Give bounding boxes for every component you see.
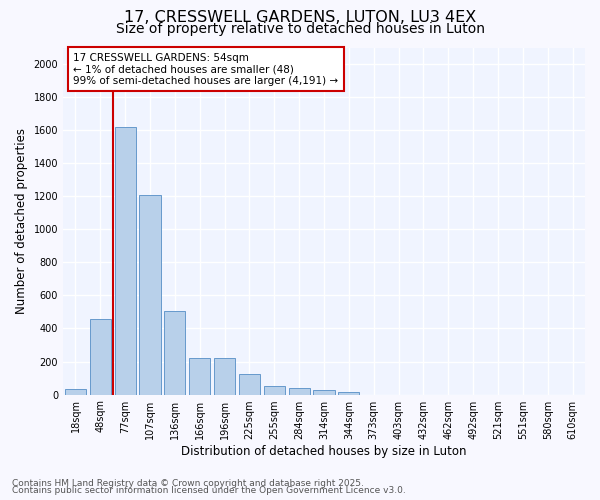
Bar	[289, 388, 310, 394]
Text: Size of property relative to detached houses in Luton: Size of property relative to detached ho…	[115, 22, 485, 36]
Bar	[338, 392, 359, 394]
Bar	[264, 386, 285, 394]
Text: Contains public sector information licensed under the Open Government Licence v3: Contains public sector information licen…	[12, 486, 406, 495]
Bar	[90, 320, 111, 394]
Bar	[313, 390, 335, 394]
Text: 17, CRESSWELL GARDENS, LUTON, LU3 4EX: 17, CRESSWELL GARDENS, LUTON, LU3 4EX	[124, 10, 476, 25]
Bar	[239, 374, 260, 394]
Text: 17 CRESSWELL GARDENS: 54sqm
← 1% of detached houses are smaller (48)
99% of semi: 17 CRESSWELL GARDENS: 54sqm ← 1% of deta…	[73, 52, 338, 86]
Bar	[65, 389, 86, 394]
Bar	[189, 358, 211, 395]
Bar	[164, 311, 185, 394]
Text: Contains HM Land Registry data © Crown copyright and database right 2025.: Contains HM Land Registry data © Crown c…	[12, 478, 364, 488]
Bar	[115, 127, 136, 394]
Y-axis label: Number of detached properties: Number of detached properties	[15, 128, 28, 314]
X-axis label: Distribution of detached houses by size in Luton: Distribution of detached houses by size …	[181, 444, 467, 458]
Bar	[214, 358, 235, 395]
Bar	[139, 194, 161, 394]
